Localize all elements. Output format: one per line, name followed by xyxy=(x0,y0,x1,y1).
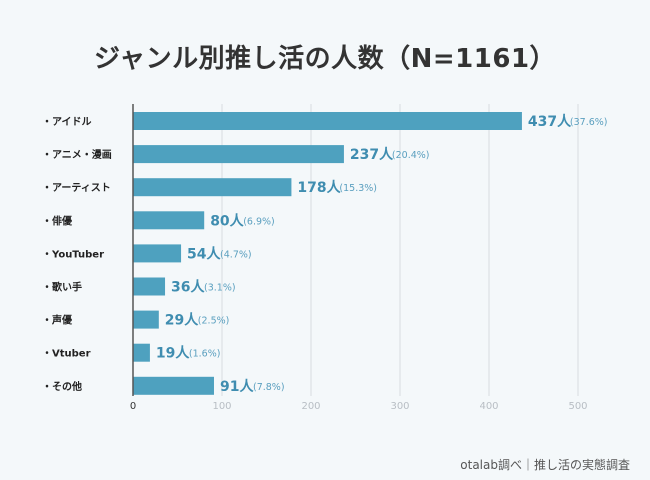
x-tick-label: 200 xyxy=(301,401,320,412)
value-label: 54人 xyxy=(187,245,221,262)
percent-label: (20.4%) xyxy=(392,150,430,161)
category-label: ・アイドル xyxy=(42,116,92,128)
value-label: 237人 xyxy=(350,146,394,163)
value-label: 36人 xyxy=(171,279,205,296)
bar xyxy=(133,145,344,164)
x-tick-label: 300 xyxy=(390,401,409,412)
category-label: ・アニメ・漫画 xyxy=(42,149,112,161)
percent-label: (1.6%) xyxy=(189,349,221,360)
percent-label: (2.5%) xyxy=(198,316,230,327)
bar xyxy=(133,112,522,130)
chart-title: ジャンル別推し活の人数（N=1161） xyxy=(93,44,557,74)
percent-label: (4.7%) xyxy=(220,249,252,260)
category-label: ・歌い手 xyxy=(42,281,82,294)
value-label: 29人 xyxy=(165,312,199,329)
percent-label: (3.1%) xyxy=(204,283,236,294)
x-tick-label: 500 xyxy=(568,401,587,412)
source-note: otalab調べ｜推し活の実態調査 xyxy=(460,458,630,472)
x-tick-label: 0 xyxy=(130,401,136,412)
percent-label: (7.8%) xyxy=(253,382,285,393)
percent-label: (6.9%) xyxy=(243,216,275,227)
x-tick-label: 400 xyxy=(479,401,498,412)
category-label: ・声優 xyxy=(42,314,73,327)
bar xyxy=(133,244,182,263)
value-label: 19人 xyxy=(156,345,190,362)
category-label: ・YouTuber xyxy=(42,249,104,260)
category-label: ・その他 xyxy=(42,380,82,393)
value-label: 91人 xyxy=(220,378,254,395)
percent-label: (37.6%) xyxy=(570,117,608,128)
bar xyxy=(133,211,205,230)
bar xyxy=(133,343,150,362)
value-label: 178人 xyxy=(297,179,341,196)
bar xyxy=(133,376,214,395)
value-label: 80人 xyxy=(210,212,244,229)
bar xyxy=(133,277,166,296)
category-label: ・俳優 xyxy=(42,214,73,227)
value-label: 437人 xyxy=(528,113,572,130)
bar xyxy=(133,310,159,329)
category-label: ・Vtuber xyxy=(42,349,91,360)
category-label: ・アーティスト xyxy=(42,182,111,194)
percent-label: (15.3%) xyxy=(339,183,377,194)
x-tick-label: 100 xyxy=(212,401,231,412)
bar xyxy=(133,178,292,197)
